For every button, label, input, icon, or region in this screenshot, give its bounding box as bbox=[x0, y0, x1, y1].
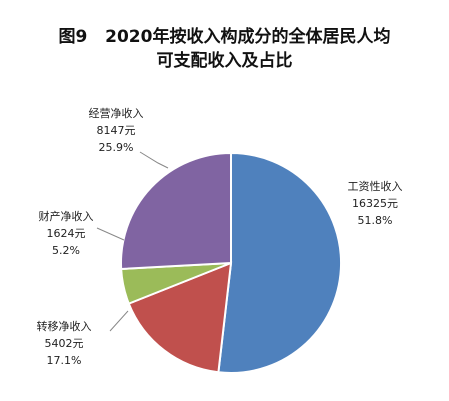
leader-line-transfer bbox=[109, 310, 129, 332]
label-transfer-name: 转移净收入 bbox=[37, 319, 92, 333]
pie-slice-business bbox=[120, 151, 232, 271]
leader-line-property bbox=[96, 227, 125, 241]
label-business-percent: 25.9% bbox=[99, 141, 134, 154]
chart-title-line-2: 可支配收入及占比 bbox=[156, 51, 293, 71]
label-transfer-value: 5402元 bbox=[45, 337, 84, 350]
label-property-percent: 5.2% bbox=[52, 244, 80, 257]
label-wage-percent: 51.8% bbox=[358, 214, 393, 227]
pie-slice-transfer bbox=[127, 261, 233, 374]
label-property-name: 财产净收入 bbox=[39, 209, 94, 223]
label-business-value: 8147元 bbox=[97, 124, 136, 137]
label-business-name: 经营净收入 bbox=[89, 106, 144, 120]
label-wage-value: 16325元 bbox=[352, 197, 398, 210]
leader-line-business bbox=[139, 151, 169, 169]
label-transfer-percent: 17.1% bbox=[47, 354, 82, 367]
chart-title-line-1: 图9 2020年按收入构成分的全体居民人均 bbox=[58, 27, 391, 47]
label-property-value: 1624元 bbox=[47, 227, 86, 240]
label-wage-name: 工资性收入 bbox=[348, 179, 403, 193]
pie-slice-wage bbox=[217, 151, 343, 374]
